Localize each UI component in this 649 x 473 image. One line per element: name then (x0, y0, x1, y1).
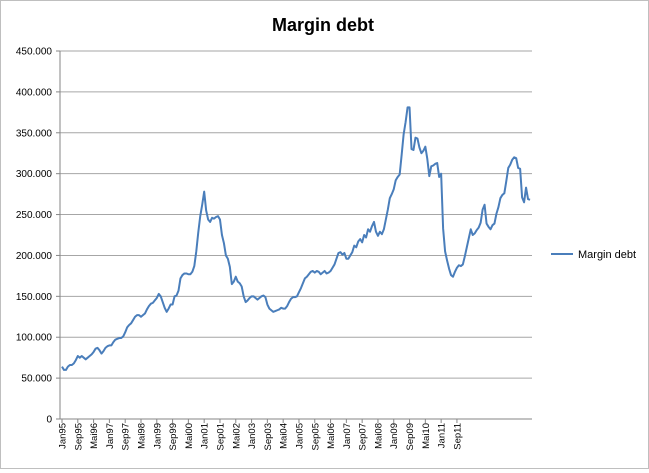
x-tick-label: Mai98 (136, 423, 147, 449)
x-tick-label: Jan01 (200, 423, 211, 449)
x-tick-label: Jan07 (342, 423, 353, 449)
x-tick-label: Jan97 (105, 423, 116, 449)
x-tick-label: Jan95 (58, 423, 69, 449)
legend-label-margin-debt: Margin debt (578, 249, 636, 261)
x-tick-label: Sep99 (168, 423, 179, 450)
x-tick-label: Jan99 (152, 423, 163, 449)
x-tick-label: Sep95 (73, 423, 84, 450)
legend: Margin debt (551, 249, 636, 261)
y-tick-label: 300.000 (16, 169, 53, 180)
x-tick-label: Mai02 (231, 423, 242, 449)
x-tick-label: Sep11 (452, 423, 463, 450)
y-tick-label: 250.000 (16, 210, 53, 221)
gridlines (56, 50, 532, 420)
y-tick-label: 400.000 (16, 87, 53, 98)
chart-title: Margin debt (272, 15, 374, 35)
x-tick-label: Sep97 (121, 423, 132, 450)
series-group (61, 106, 531, 371)
x-tick-label: Sep09 (405, 423, 416, 450)
x-tick-label: Mai06 (326, 423, 337, 449)
x-axis-tick-labels: Jan95 Sep95 Mai96 Jan97 Sep97 Mai98 Jan99 Sep99… (58, 423, 464, 450)
x-tick-label: Jan09 (389, 423, 400, 449)
x-tick-label: Mai96 (89, 423, 100, 449)
series-line-margin-debt (61, 106, 531, 371)
x-tick-label: Jan05 (294, 423, 305, 449)
y-tick-label: 100.000 (16, 333, 53, 344)
x-tick-label: Jan11 (437, 423, 448, 448)
y-tick-label: 0 (46, 415, 52, 426)
y-tick-label: 200.000 (16, 251, 53, 262)
x-tick-label: Sep05 (310, 423, 321, 450)
x-tick-label: Sep07 (358, 423, 369, 450)
x-tick-label: Mai04 (279, 423, 290, 449)
x-tick-label: Mai10 (421, 423, 432, 449)
x-tick-label: Mai00 (184, 423, 195, 449)
y-tick-label: 150.000 (16, 292, 53, 303)
x-tick-label: Jan03 (247, 423, 258, 449)
y-tick-label: 450.000 (16, 47, 53, 58)
y-axis-tick-labels: 0 50.000 100.000 150.000 200.000 250.000 300.0… (16, 47, 53, 426)
axes (59, 51, 532, 423)
y-tick-label: 350.000 (16, 128, 53, 139)
x-tick-label: Sep03 (263, 423, 274, 450)
x-tick-label: Sep01 (215, 423, 226, 450)
y-tick-label: 50.000 (21, 374, 52, 385)
x-tick-label: Mai08 (373, 423, 384, 449)
